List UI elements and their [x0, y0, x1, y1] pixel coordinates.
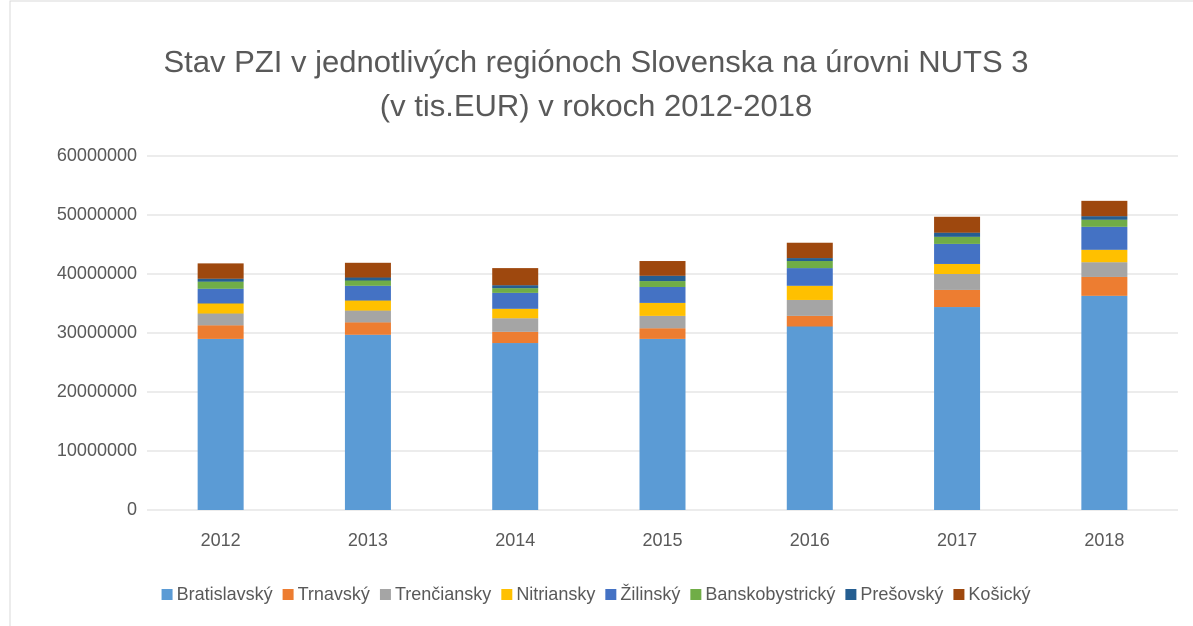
bar-segment [786, 261, 833, 269]
bar-segment [786, 258, 833, 262]
bar-segment [1081, 249, 1128, 263]
bar-segment [344, 310, 391, 323]
legend-label: Bratislavský [177, 584, 273, 604]
bar-segment [1081, 200, 1128, 217]
legend-label: Žilinský [620, 584, 680, 604]
bar-segment [934, 243, 981, 264]
bar-segment [639, 275, 686, 282]
bar-segment [1081, 262, 1128, 277]
bar-segment [492, 331, 539, 344]
bar-segment [344, 334, 391, 510]
bar-segment [344, 300, 391, 311]
bar-segment [1081, 226, 1128, 250]
bar-segment [1081, 216, 1128, 220]
bar-segment [1081, 219, 1128, 227]
legend-swatch [845, 589, 857, 600]
y-tick-label: 50000000 [57, 204, 137, 224]
bar-segment [1081, 276, 1128, 296]
legend-label: Nitriansky [516, 584, 595, 604]
bar-segment [344, 322, 391, 335]
x-tick-label: 2014 [495, 530, 535, 550]
legend-swatch [953, 589, 965, 600]
legend-swatch [690, 589, 702, 600]
bar-segment [197, 281, 244, 289]
x-tick-label: 2018 [1084, 530, 1124, 550]
bar-segment [639, 261, 686, 276]
y-tick-label: 30000000 [57, 322, 137, 342]
bar-segment [934, 263, 981, 274]
bar-segment [197, 303, 244, 314]
x-tick-label: 2012 [201, 530, 241, 550]
legend-label: Košický [968, 584, 1030, 604]
bar-segment [934, 307, 981, 510]
legend-label: Banskobystrický [705, 584, 835, 604]
bar-segment [934, 274, 981, 290]
legend-label: Prešovský [860, 584, 943, 604]
x-tick-label: 2013 [348, 530, 388, 550]
bar-segment [344, 280, 391, 286]
chart-border [9, 0, 1193, 626]
bar-segment [639, 315, 686, 329]
y-tick-label: 0 [127, 499, 137, 519]
bar-segment [492, 318, 539, 332]
bar-segment [197, 338, 244, 510]
bar-segment [934, 289, 981, 308]
bar-segment [492, 292, 539, 309]
legend-swatch [161, 589, 173, 600]
bar-segment [492, 343, 539, 510]
y-tick-label: 60000000 [57, 145, 137, 165]
bar-segment [344, 262, 391, 278]
bar-segment [786, 285, 833, 300]
bar-segment [1081, 295, 1128, 510]
bar-segment [786, 242, 833, 259]
y-tick-label: 40000000 [57, 263, 137, 283]
legend-swatch [605, 589, 617, 600]
chart-title: Stav PZI v jednotlivých regiónoch Sloven… [163, 44, 1029, 123]
bar-segment [197, 313, 244, 326]
x-tick-label: 2017 [937, 530, 977, 550]
bar-segment [492, 288, 539, 293]
bar-segment [934, 232, 981, 237]
bar-segment [639, 302, 686, 316]
bar-segment [344, 277, 391, 281]
legend-swatch [501, 589, 513, 600]
bar-segment [786, 315, 833, 327]
bar-segment [197, 263, 244, 279]
x-tick-label: 2016 [790, 530, 830, 550]
y-tick-label: 20000000 [57, 381, 137, 401]
bar-segment [639, 338, 686, 510]
bar-segment [786, 299, 833, 316]
bar-segment [639, 281, 686, 287]
bar-segment [197, 288, 244, 304]
legend-swatch [379, 589, 391, 600]
bar-segment [786, 268, 833, 286]
y-tick-label: 10000000 [57, 440, 137, 460]
legend-swatch [282, 589, 294, 600]
x-tick-label: 2015 [642, 530, 682, 550]
bar-segment [786, 326, 833, 510]
bar-segment [639, 286, 686, 303]
bar-segment [492, 308, 539, 319]
bar-segment [197, 278, 244, 282]
bar-segment [934, 216, 981, 233]
bar-segment [639, 328, 686, 339]
bar-segment [492, 285, 539, 289]
bar-segment [492, 268, 539, 286]
bar-segment [197, 325, 244, 339]
legend-label: Trenčiansky [395, 584, 491, 604]
legend-label: Trnavský [298, 584, 370, 604]
bar-segment [344, 285, 391, 301]
bar-segment [934, 236, 981, 244]
